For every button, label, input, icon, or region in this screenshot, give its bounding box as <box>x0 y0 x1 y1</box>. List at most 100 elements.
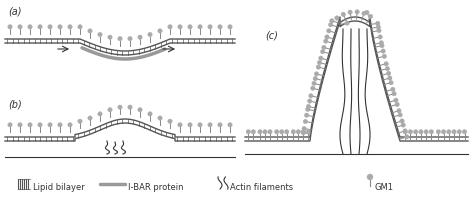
Circle shape <box>398 113 402 117</box>
Circle shape <box>313 77 318 81</box>
Circle shape <box>198 123 202 127</box>
Circle shape <box>327 29 331 34</box>
Circle shape <box>28 123 32 127</box>
Circle shape <box>108 108 112 112</box>
Text: I-BAR protein: I-BAR protein <box>128 183 183 192</box>
Circle shape <box>128 37 132 42</box>
Circle shape <box>403 129 407 133</box>
Text: (c): (c) <box>265 30 278 40</box>
Circle shape <box>306 105 310 109</box>
Text: Lipid bilayer: Lipid bilayer <box>33 183 85 192</box>
Circle shape <box>158 116 162 121</box>
Circle shape <box>138 108 142 112</box>
Circle shape <box>380 44 384 49</box>
Circle shape <box>330 20 334 24</box>
Circle shape <box>18 25 22 30</box>
Circle shape <box>318 61 322 65</box>
Circle shape <box>8 25 12 30</box>
Circle shape <box>218 123 222 127</box>
Circle shape <box>296 130 301 134</box>
Circle shape <box>280 130 284 134</box>
Circle shape <box>377 29 381 34</box>
Circle shape <box>18 123 22 127</box>
Circle shape <box>88 30 92 34</box>
Circle shape <box>400 119 404 124</box>
Circle shape <box>345 22 349 26</box>
Circle shape <box>303 120 308 124</box>
Circle shape <box>328 23 333 28</box>
Circle shape <box>309 94 313 99</box>
Circle shape <box>306 130 310 134</box>
Circle shape <box>148 33 152 38</box>
Circle shape <box>375 22 380 26</box>
Circle shape <box>98 33 102 38</box>
Circle shape <box>38 123 42 127</box>
Circle shape <box>316 66 320 70</box>
Circle shape <box>58 25 62 30</box>
Circle shape <box>378 36 383 40</box>
Circle shape <box>429 130 434 134</box>
Circle shape <box>419 130 423 134</box>
Circle shape <box>379 41 383 46</box>
Circle shape <box>218 25 222 30</box>
Text: (b): (b) <box>8 100 22 109</box>
Circle shape <box>388 77 392 81</box>
Circle shape <box>58 123 62 127</box>
Circle shape <box>386 72 391 76</box>
Circle shape <box>376 26 381 30</box>
Circle shape <box>310 87 315 91</box>
Circle shape <box>405 135 409 139</box>
Circle shape <box>228 25 232 30</box>
Circle shape <box>138 36 142 40</box>
Circle shape <box>397 109 401 113</box>
Circle shape <box>8 123 12 127</box>
Circle shape <box>118 105 122 110</box>
Circle shape <box>355 11 359 15</box>
Circle shape <box>413 130 418 134</box>
Circle shape <box>325 36 329 40</box>
Circle shape <box>68 123 72 127</box>
Circle shape <box>188 123 192 127</box>
Circle shape <box>381 50 385 54</box>
Circle shape <box>306 108 310 112</box>
Circle shape <box>403 130 408 134</box>
Circle shape <box>301 130 306 134</box>
Circle shape <box>48 25 52 30</box>
Circle shape <box>284 130 289 134</box>
Circle shape <box>368 15 373 19</box>
Circle shape <box>246 130 251 134</box>
Circle shape <box>268 130 272 134</box>
Circle shape <box>228 123 232 127</box>
Circle shape <box>362 12 366 16</box>
Circle shape <box>98 112 102 116</box>
Circle shape <box>365 11 369 16</box>
Circle shape <box>88 116 92 121</box>
Circle shape <box>457 130 462 134</box>
Text: Actin filaments: Actin filaments <box>230 183 293 192</box>
Circle shape <box>324 40 328 44</box>
Circle shape <box>424 130 428 134</box>
Circle shape <box>68 25 72 30</box>
Circle shape <box>395 103 399 107</box>
Text: GM1: GM1 <box>375 183 394 192</box>
Circle shape <box>178 25 182 30</box>
Circle shape <box>168 25 172 30</box>
Circle shape <box>128 105 132 110</box>
Circle shape <box>401 123 405 128</box>
Circle shape <box>258 130 262 134</box>
Circle shape <box>208 25 212 30</box>
Circle shape <box>198 25 202 30</box>
Circle shape <box>382 55 387 59</box>
Circle shape <box>178 123 182 127</box>
Circle shape <box>319 57 323 61</box>
Circle shape <box>452 130 456 134</box>
Circle shape <box>308 99 312 104</box>
Circle shape <box>335 17 339 21</box>
Circle shape <box>251 130 255 134</box>
Circle shape <box>302 127 306 131</box>
Circle shape <box>208 123 212 127</box>
Circle shape <box>301 131 306 135</box>
Circle shape <box>108 36 112 40</box>
Circle shape <box>322 46 326 50</box>
Text: (a): (a) <box>8 6 21 16</box>
